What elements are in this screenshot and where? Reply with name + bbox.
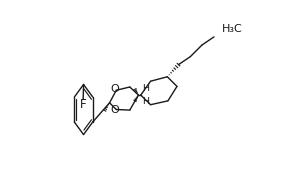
Text: H: H — [142, 97, 149, 106]
Text: H₃C: H₃C — [222, 24, 242, 34]
Text: H: H — [142, 84, 149, 93]
Text: O: O — [110, 84, 119, 94]
Text: F: F — [80, 98, 86, 111]
Text: O: O — [110, 105, 119, 115]
